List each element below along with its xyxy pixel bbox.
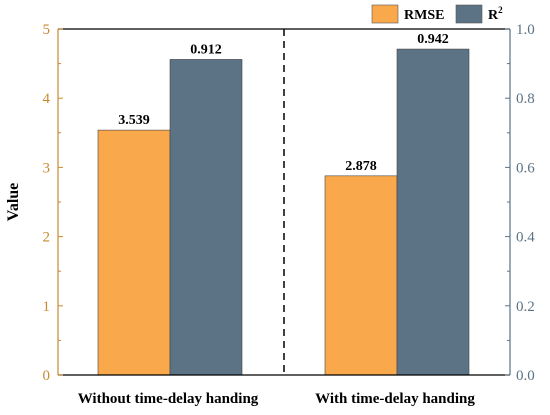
left-tick-label: 3 bbox=[43, 160, 51, 176]
legend-label-r2: R2 bbox=[488, 5, 503, 23]
legend-swatch-rmse bbox=[371, 4, 399, 24]
bar-labels-layer: 3.539 0.912 2.878 0.942 bbox=[118, 32, 449, 174]
right-tick-label: 1.0 bbox=[516, 22, 535, 38]
bar-r2-2 bbox=[396, 48, 470, 376]
data-label-r2-1: 0.912 bbox=[190, 42, 222, 57]
data-label-rmse-2: 2.878 bbox=[345, 159, 377, 174]
bar-r2-1 bbox=[169, 59, 243, 376]
left-axis-ticks: 0 1 2 3 4 5 bbox=[43, 22, 63, 384]
bar-rmse-2 bbox=[324, 175, 398, 376]
x-tick-label-2: With time-delay handing bbox=[315, 391, 475, 407]
legend-swatch-r2 bbox=[455, 4, 483, 24]
left-tick-label: 5 bbox=[43, 22, 51, 38]
right-axis-ticks: 0.0 0.2 0.4 0.6 0.8 1.0 bbox=[505, 22, 535, 384]
x-axis-ticks: Without time-delay handing With time-dela… bbox=[78, 391, 476, 407]
left-tick-label: 4 bbox=[43, 91, 51, 107]
data-label-rmse-1: 3.539 bbox=[118, 113, 150, 128]
left-tick-label: 0 bbox=[43, 368, 51, 384]
right-tick-label: 0.6 bbox=[516, 160, 535, 176]
legend: RMSE R2 bbox=[371, 4, 503, 24]
bar-rmse-1 bbox=[97, 129, 171, 376]
left-tick-label: 2 bbox=[43, 230, 51, 246]
bars-layer bbox=[97, 48, 470, 376]
data-label-r2-2: 0.942 bbox=[417, 32, 449, 47]
right-tick-label: 0.0 bbox=[516, 368, 535, 384]
right-tick-label: 0.8 bbox=[516, 91, 535, 107]
y-axis-title: Value bbox=[5, 183, 22, 222]
right-tick-label: 0.4 bbox=[516, 230, 535, 246]
x-tick-label-1: Without time-delay handing bbox=[78, 391, 259, 407]
right-tick-label: 0.2 bbox=[516, 299, 535, 315]
legend-label-rmse: RMSE bbox=[404, 8, 444, 23]
left-tick-label: 1 bbox=[43, 299, 51, 315]
